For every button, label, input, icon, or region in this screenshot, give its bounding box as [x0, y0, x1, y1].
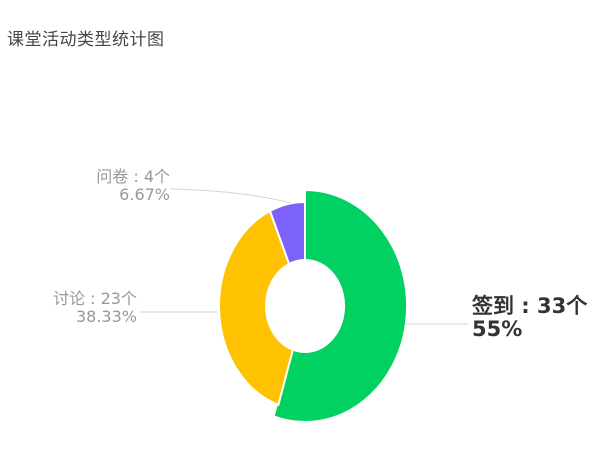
slice-label-survey-name: 问卷 : 4个 [96, 167, 170, 186]
slice-label-signin-name: 签到 : 33个 [472, 294, 588, 318]
slice-label-discussion: 讨论 : 23个 38.33% [53, 290, 137, 326]
slice-label-signin: 签到 : 33个 55% [472, 295, 587, 341]
pie-slice-signin[interactable] [272, 189, 409, 423]
slice-label-survey: 问卷 : 4个 6.67% [96, 168, 170, 204]
chart-title: 课堂活动类型统计图 [7, 30, 165, 50]
slice-label-survey-percent: 6.67% [119, 185, 170, 204]
slice-label-discussion-percent: 38.33% [75, 307, 137, 326]
pie-slices [218, 189, 409, 423]
pie-slice-survey[interactable] [269, 201, 306, 265]
slice-label-discussion-name: 讨论 : 23个 [53, 289, 137, 308]
pie-slice-discussion[interactable] [218, 210, 294, 406]
label-line-survey [169, 188, 292, 204]
slice-label-signin-percent: 55% [472, 317, 523, 341]
